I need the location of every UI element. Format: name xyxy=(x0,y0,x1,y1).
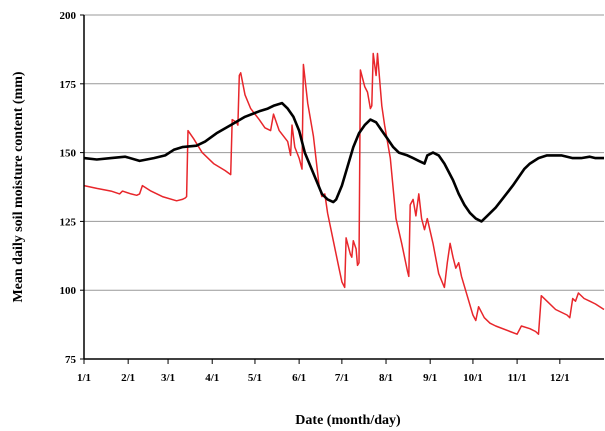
y-tick-label: 125 xyxy=(60,216,77,228)
x-tick-label: 3/1 xyxy=(161,372,175,384)
x-axis-title: Date (month/day) xyxy=(295,413,401,428)
x-tick-label: 9/1 xyxy=(423,372,437,384)
axes xyxy=(83,15,604,360)
series-line-red xyxy=(83,52,605,335)
ticks: 75 100 125 150 175 200 1/1 2/1 3/1 4/1 5/1 6/1 7/1 8/… xyxy=(60,10,570,384)
y-tick-label: 200 xyxy=(60,10,77,22)
x-tick-label: 1/1 xyxy=(77,372,91,384)
x-tick-label: 10/1 xyxy=(463,372,483,384)
y-tick-label: 100 xyxy=(60,285,77,297)
x-tick-label: 6/1 xyxy=(292,372,306,384)
series-layer xyxy=(83,52,605,335)
x-tick-label: 4/1 xyxy=(205,372,219,384)
y-tick-label: 175 xyxy=(60,79,77,91)
x-tick-label: 11/1 xyxy=(508,372,527,384)
x-tick-label: 12/1 xyxy=(550,372,570,384)
x-tick-label: 5/1 xyxy=(248,372,262,384)
y-tick-label: 150 xyxy=(60,148,77,160)
y-axis-title: Mean daily soil moisture content (mm) xyxy=(11,71,26,302)
x-tick-label: 8/1 xyxy=(379,372,393,384)
series-line-black xyxy=(83,101,604,223)
y-tick-label: 75 xyxy=(65,354,77,366)
x-tick-label: 2/1 xyxy=(121,372,135,384)
x-tick-label: 7/1 xyxy=(335,372,349,384)
gridlines xyxy=(84,14,604,291)
